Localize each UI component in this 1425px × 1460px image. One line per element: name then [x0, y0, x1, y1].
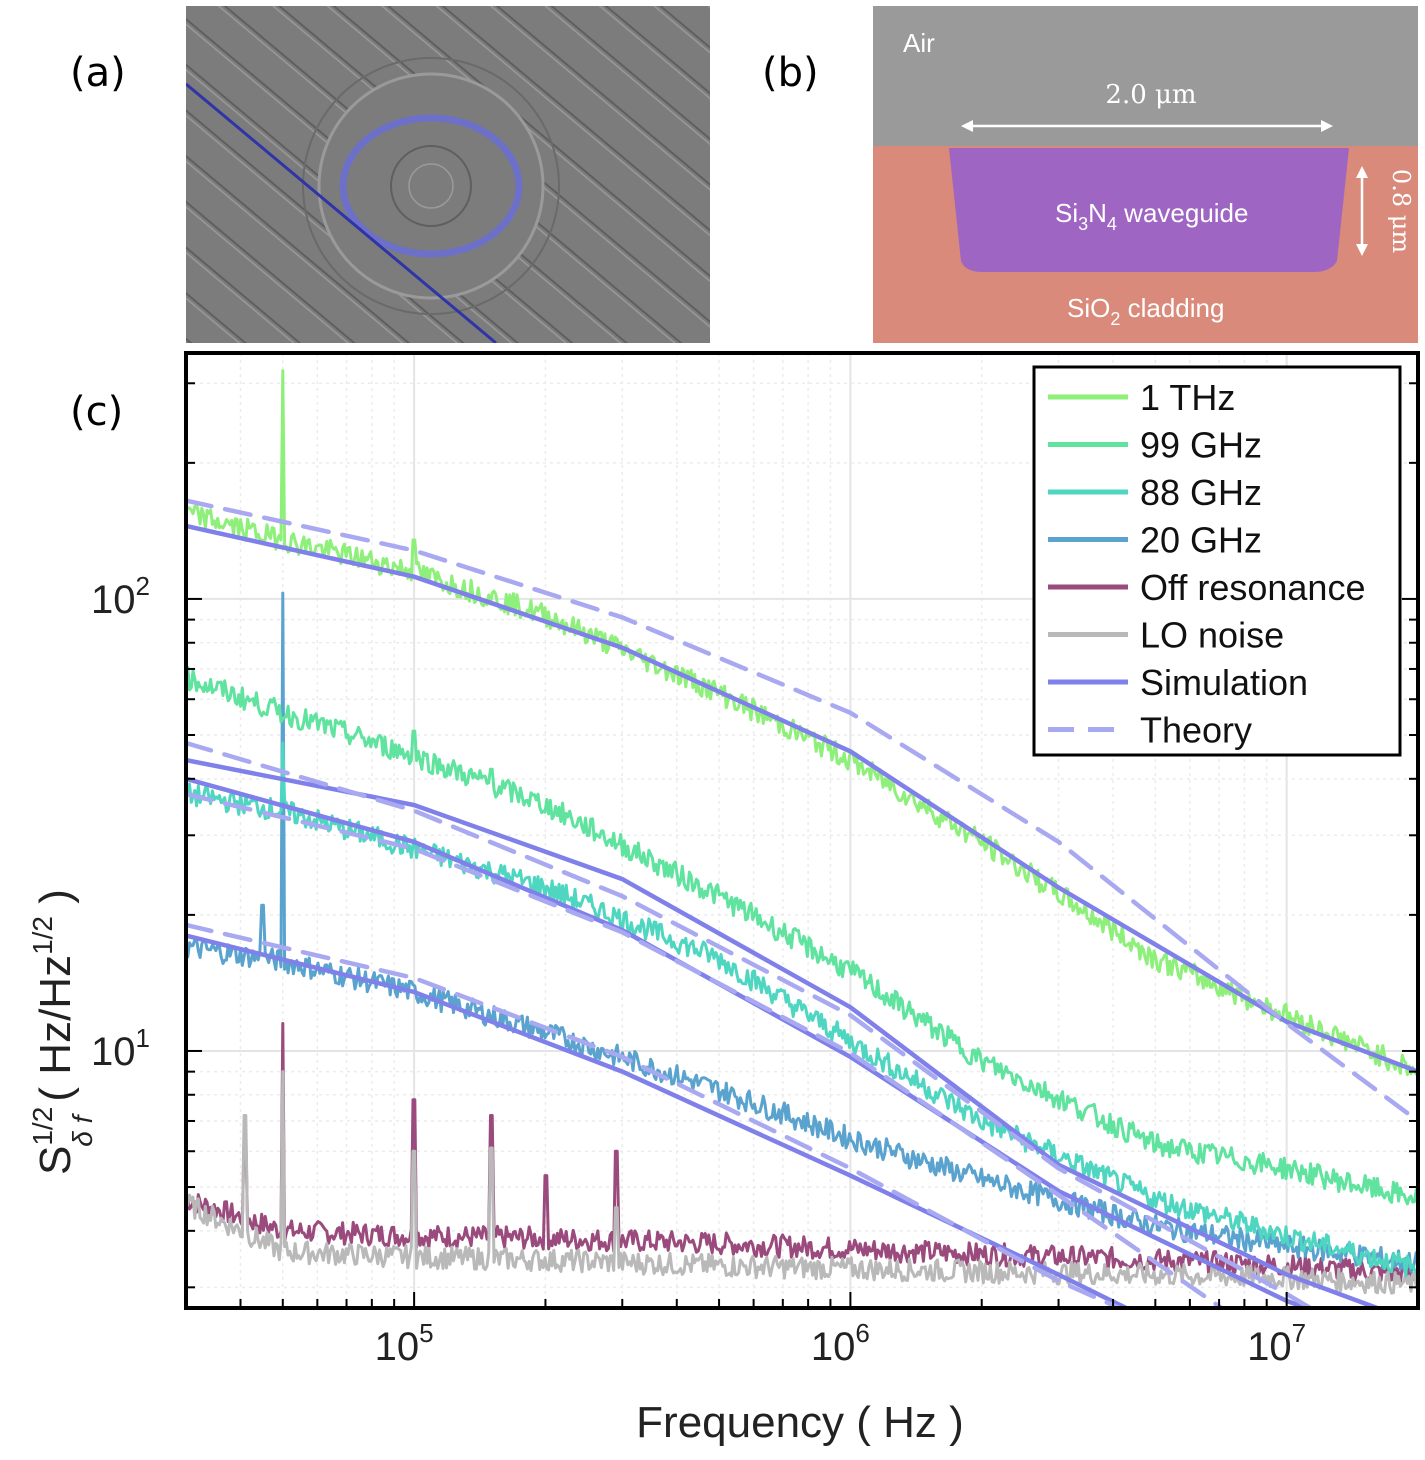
series-theory-curve-1 — [186, 498, 1418, 1124]
legend-box — [1032, 365, 1402, 757]
panel-b-label: (b) — [762, 50, 819, 96]
panel-c-label: (c) — [70, 389, 123, 435]
chart-legend: 1 THz 99 GHz 88 GHz 20 GHz Off resonance LO n… — [1032, 365, 1402, 757]
y-axis-label: S1/2 δ f( Hz/Hz1/2 ) — [27, 889, 98, 1175]
series-simulation-curve-4 — [186, 933, 1132, 1308]
panel-a-label: (a) — [70, 50, 126, 96]
x-tick-label: 105 — [375, 1318, 434, 1369]
plot-area — [186, 369, 1418, 1308]
x-tick-label: 107 — [1247, 1318, 1306, 1369]
series-99-ghz-line — [186, 665, 1418, 1206]
series-88-ghz-line — [186, 741, 1418, 1278]
legend-label-lo-noise: LO noise — [1140, 615, 1284, 656]
y-tick-label: 101 — [91, 1023, 150, 1074]
series-20-ghz-line — [186, 591, 1418, 1273]
series-theory-curve-4 — [186, 922, 1125, 1308]
waveguide-label: Si3N4 waveguide — [1055, 198, 1248, 234]
cladding-label: SiO2 cladding — [1067, 293, 1224, 329]
waveguide-cross-section-image: Air 2.0 μm 0.8 μm Si3N4 waveguide SiO2 c… — [873, 6, 1418, 343]
air-label: Air — [903, 28, 935, 58]
legend-label-99-ghz: 99 GHz — [1140, 425, 1262, 466]
legend-label-simulation: Simulation — [1140, 662, 1308, 703]
series-simulation-curve-1 — [186, 523, 1418, 1074]
legend-label-1-thz: 1 THz — [1140, 377, 1235, 418]
ring-waveguide — [339, 114, 523, 258]
axis-ticks: 105 106 107 101 102 — [91, 382, 1419, 1369]
legend-label-off-resonance: Off resonance — [1140, 567, 1365, 608]
plot-frame — [184, 351, 1420, 1310]
width-dimension-label: 2.0 μm — [1105, 80, 1196, 110]
x-axis-label: Frequency ( Hz ) — [636, 1398, 964, 1447]
series-simulation-curve-2 — [186, 757, 1384, 1308]
y-tick-label: 102 — [91, 571, 150, 622]
ring-resonator-sem-image — [186, 6, 710, 343]
bus-waveguide — [186, 82, 497, 343]
waveguide-core — [949, 148, 1349, 272]
legend-label-theory: Theory — [1140, 710, 1252, 751]
x-tick-label: 106 — [811, 1318, 870, 1369]
frequency-noise-chart: 105 106 107 101 102 (c) Frequency ( Hz ) S1/… — [27, 351, 1420, 1447]
height-dimension-label: 0.8 μm — [1387, 169, 1415, 253]
legend-label-88-ghz: 88 GHz — [1140, 472, 1262, 513]
legend-label-20-ghz: 20 GHz — [1140, 520, 1262, 561]
series-off-resonance-line — [186, 1022, 1418, 1284]
